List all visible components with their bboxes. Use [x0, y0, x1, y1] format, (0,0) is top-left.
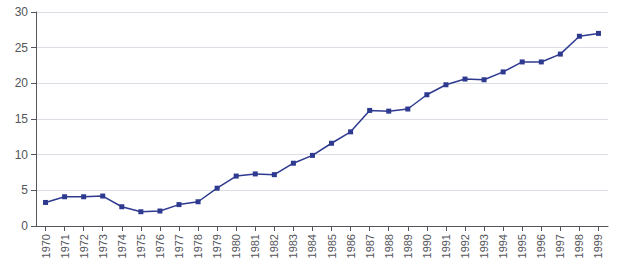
- svg-text:1972: 1972: [78, 234, 90, 258]
- svg-text:1978: 1978: [192, 234, 204, 258]
- svg-text:1990: 1990: [421, 234, 433, 258]
- svg-text:30: 30: [15, 5, 29, 19]
- svg-text:10: 10: [15, 148, 29, 162]
- svg-text:1991: 1991: [440, 234, 452, 258]
- svg-text:1998: 1998: [573, 234, 585, 258]
- svg-text:15: 15: [15, 112, 29, 126]
- svg-text:1977: 1977: [173, 234, 185, 258]
- svg-text:1970: 1970: [40, 234, 52, 258]
- svg-text:1996: 1996: [535, 234, 547, 258]
- svg-text:1980: 1980: [230, 234, 242, 258]
- svg-text:1974: 1974: [116, 234, 128, 258]
- svg-text:1992: 1992: [459, 234, 471, 258]
- svg-text:1999: 1999: [592, 234, 604, 258]
- svg-text:20: 20: [15, 76, 29, 90]
- svg-text:1981: 1981: [249, 234, 261, 258]
- svg-text:1987: 1987: [364, 234, 376, 258]
- svg-text:1997: 1997: [554, 234, 566, 258]
- svg-text:0: 0: [21, 219, 28, 233]
- svg-text:1986: 1986: [345, 234, 357, 258]
- svg-text:1983: 1983: [287, 234, 299, 258]
- svg-text:1989: 1989: [402, 234, 414, 258]
- svg-text:1984: 1984: [306, 234, 318, 258]
- svg-text:1988: 1988: [383, 234, 395, 258]
- svg-text:25: 25: [15, 41, 29, 55]
- svg-text:1976: 1976: [154, 234, 166, 258]
- svg-text:1982: 1982: [268, 234, 280, 258]
- svg-text:1994: 1994: [497, 234, 509, 258]
- svg-text:1995: 1995: [516, 234, 528, 258]
- svg-text:1971: 1971: [59, 234, 71, 258]
- svg-text:1975: 1975: [135, 234, 147, 258]
- svg-text:1973: 1973: [97, 234, 109, 258]
- svg-text:1993: 1993: [478, 234, 490, 258]
- svg-text:5: 5: [21, 183, 28, 197]
- svg-text:1985: 1985: [326, 234, 338, 258]
- svg-text:1979: 1979: [211, 234, 223, 258]
